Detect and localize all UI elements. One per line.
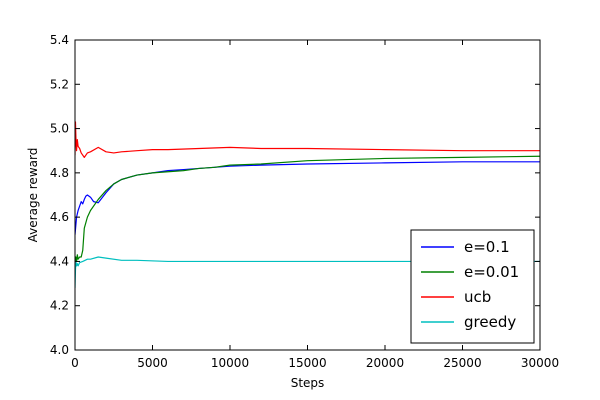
series-line-3 (75, 256, 540, 289)
y-axis-title: Average reward (26, 148, 40, 243)
y-tick-label: 4.2 (50, 299, 69, 313)
x-tick-label: 5000 (137, 356, 168, 370)
x-axis-title: Steps (291, 376, 325, 390)
y-tick-label: 4.0 (50, 343, 69, 357)
y-axis: 4.0 4.2 4.4 4.6 4.8 5.0 5.2 5.4 (50, 33, 540, 357)
series-line-0 (75, 161, 540, 235)
series-line-1 (75, 155, 540, 266)
x-tick-label: 10000 (211, 356, 249, 370)
x-tick-label: 0 (71, 356, 79, 370)
y-tick-label: 5.0 (50, 122, 69, 136)
x-tick-label: 20000 (366, 356, 404, 370)
y-tick-label: 4.6 (50, 210, 69, 224)
series-layer (75, 121, 540, 289)
x-tick-label: 15000 (288, 356, 326, 370)
y-tick-label: 5.4 (50, 33, 69, 47)
x-axis: 0 5000 10000 15000 20000 25000 30000 (71, 40, 559, 370)
plot-area (74, 39, 541, 351)
series-line-2 (75, 121, 540, 158)
legend-label: ucb (464, 288, 491, 306)
y-tick-label: 5.2 (50, 77, 69, 91)
legend-label: e=0.1 (464, 238, 510, 256)
legend: e=0.1 e=0.01 ucb greedy (410, 229, 535, 344)
legend-label: greedy (464, 313, 516, 331)
legend-label: e=0.01 (464, 263, 519, 281)
legend-box (410, 229, 535, 344)
x-tick-label: 25000 (443, 356, 481, 370)
y-tick-label: 4.8 (50, 166, 69, 180)
x-tick-label: 30000 (521, 356, 559, 370)
y-tick-label: 4.4 (50, 254, 69, 268)
